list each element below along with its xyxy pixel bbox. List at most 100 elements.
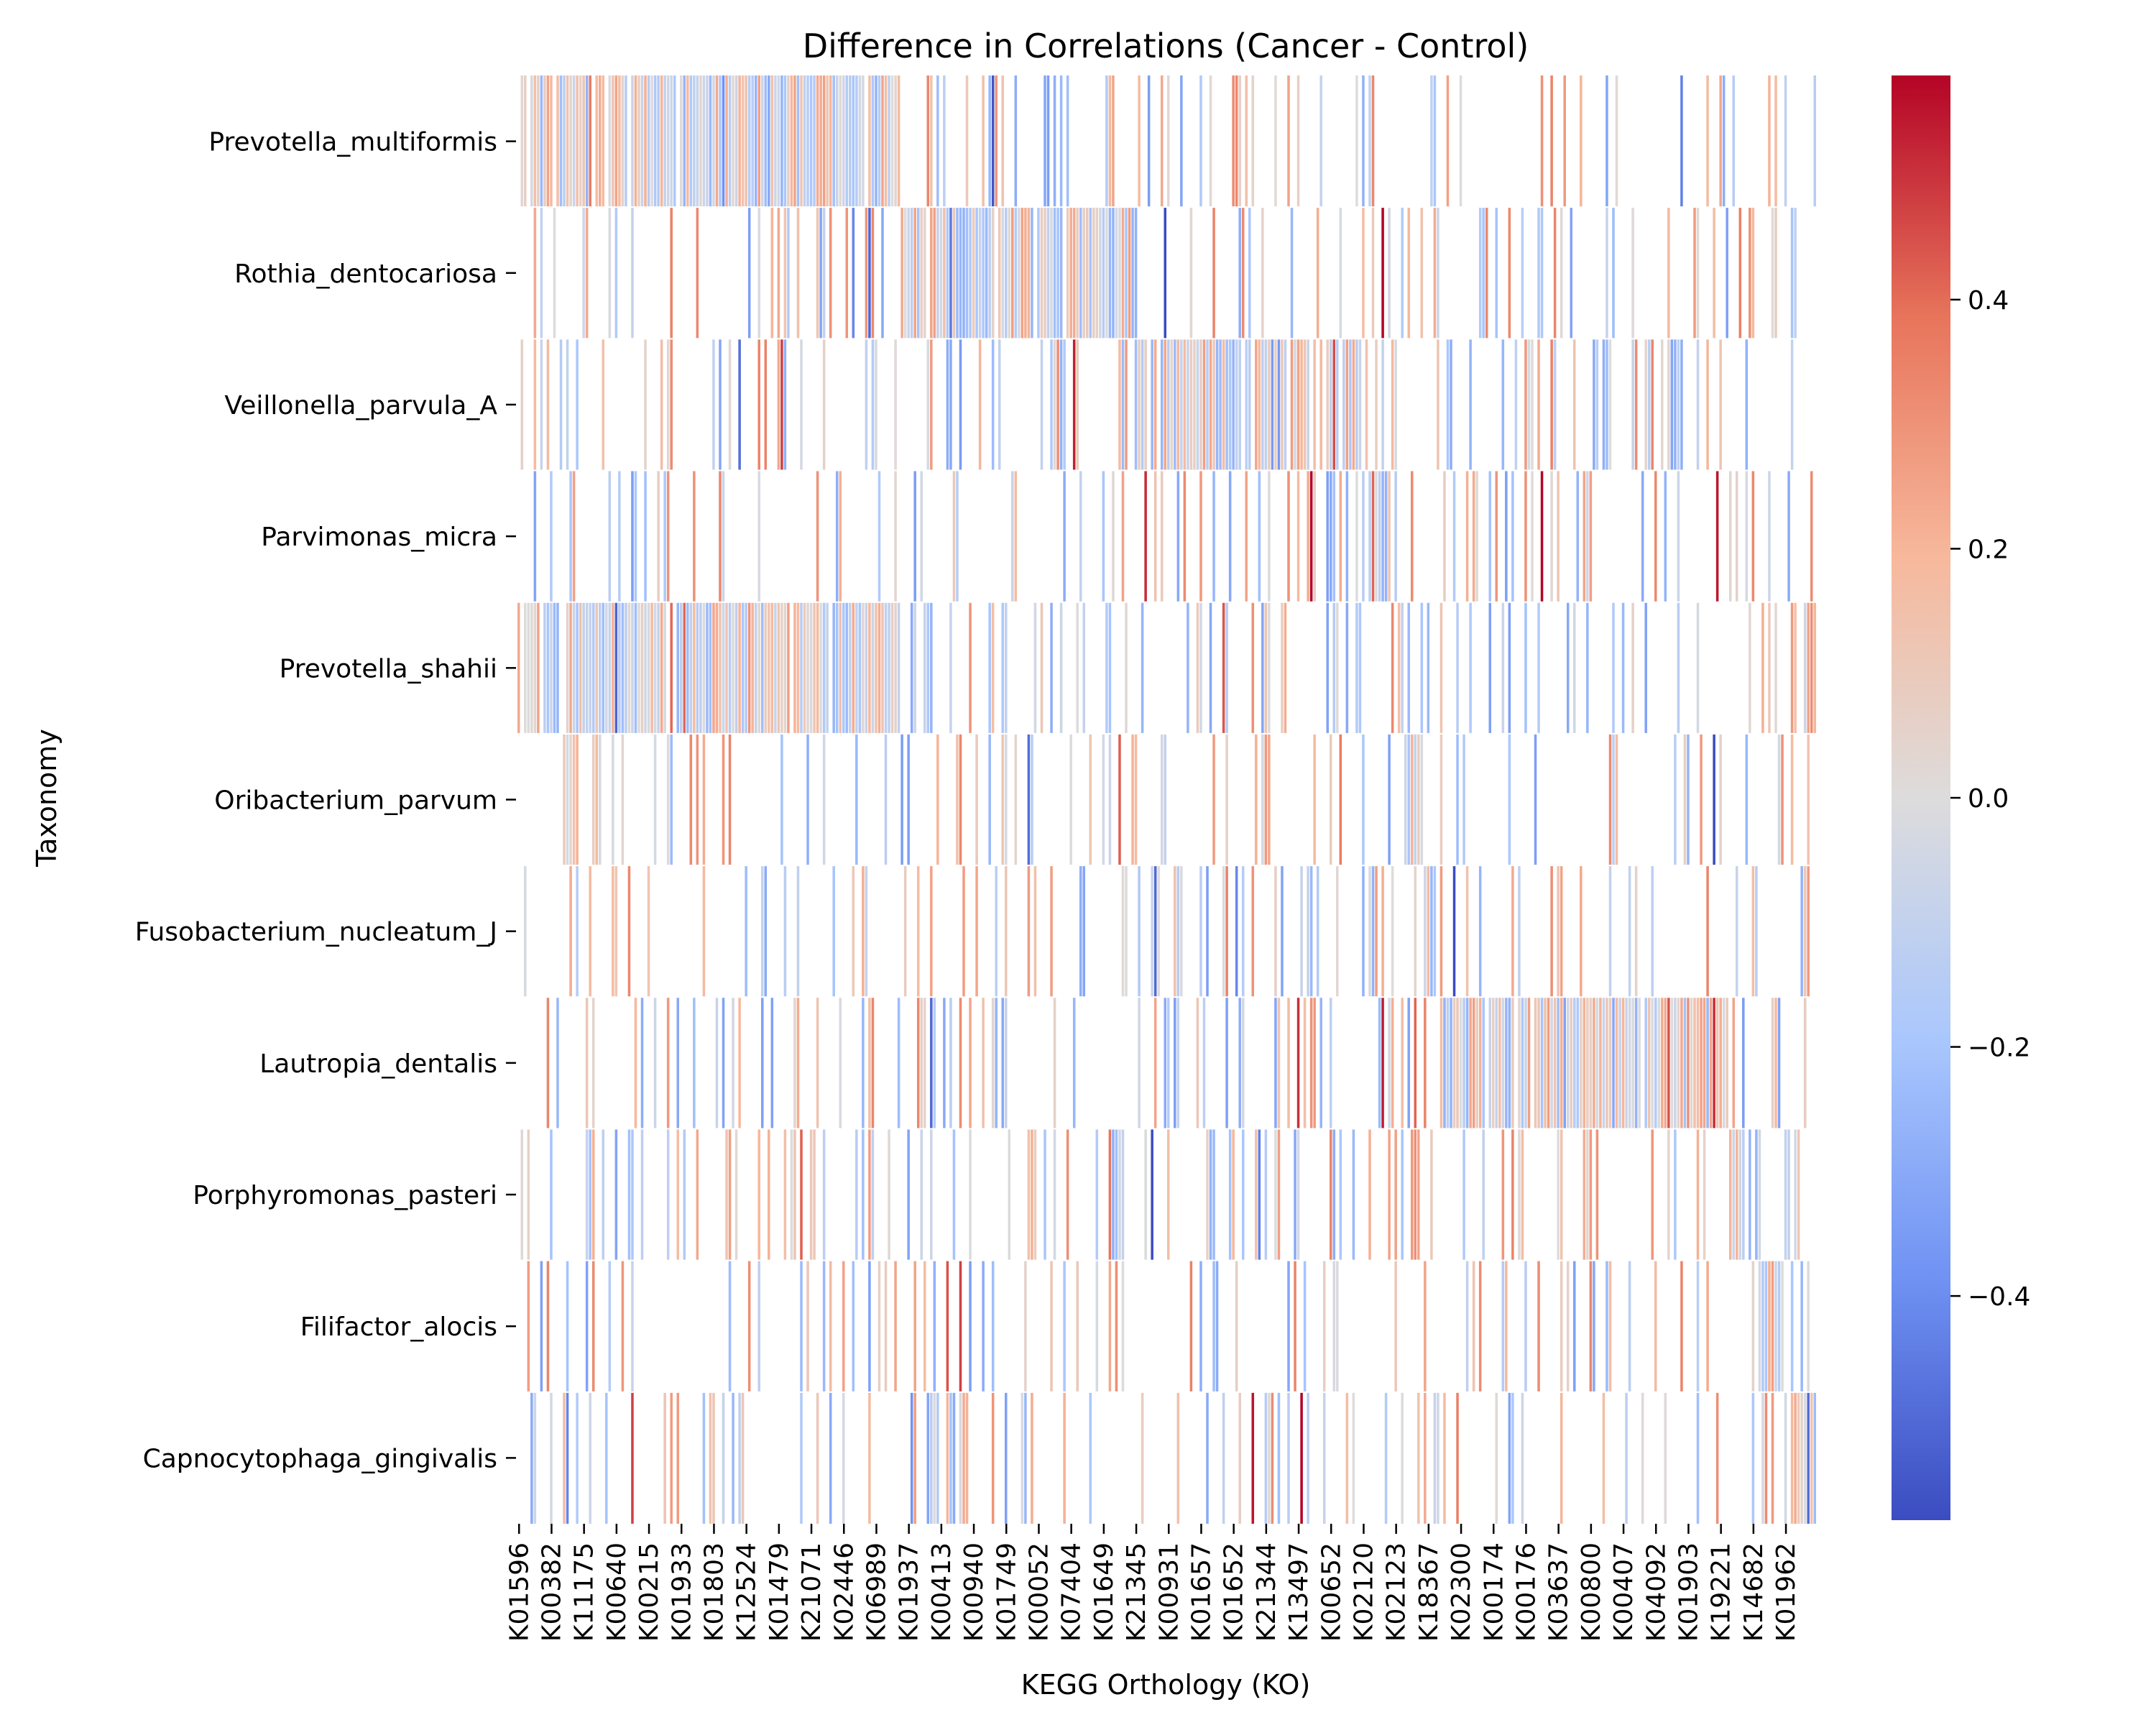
heatmap-cell — [1394, 470, 1397, 602]
heatmap-cell — [1258, 1128, 1261, 1261]
heatmap-cell — [1732, 75, 1736, 208]
heatmap-cell — [1439, 602, 1443, 734]
x-tick-label: K01937 — [895, 1542, 924, 1642]
heatmap-cell — [969, 1128, 972, 1261]
heatmap-cell — [1774, 602, 1777, 734]
heatmap-cell — [888, 602, 890, 734]
heatmap-cell — [637, 75, 640, 208]
heatmap-cell — [1095, 207, 1099, 339]
heatmap-cell — [1053, 339, 1056, 471]
heatmap-cell — [926, 75, 930, 208]
heatmap-cell — [1232, 339, 1235, 471]
heatmap-cell — [1524, 997, 1527, 1129]
heatmap-cell — [1076, 602, 1079, 734]
heatmap-cell — [796, 207, 800, 339]
heatmap-cell — [875, 602, 877, 734]
heatmap-cell — [809, 1128, 813, 1261]
heatmap-cell — [550, 1128, 553, 1261]
heatmap-cell — [1069, 207, 1072, 339]
heatmap-cell — [800, 1392, 803, 1524]
heatmap-cell — [527, 1128, 530, 1261]
heatmap-cell — [1391, 602, 1394, 734]
heatmap-cell — [1677, 602, 1680, 734]
heatmap-cell — [1540, 207, 1544, 339]
heatmap-cell — [790, 75, 793, 208]
heatmap-cell — [757, 75, 761, 208]
heatmap-cell — [1570, 997, 1573, 1129]
heatmap-cell — [894, 602, 897, 734]
heatmap-cell — [686, 75, 689, 208]
heatmap-cell — [599, 75, 602, 208]
heatmap-cell — [1303, 1260, 1307, 1392]
heatmap-cell — [666, 75, 670, 208]
heatmap-cell — [916, 865, 920, 998]
heatmap-cell — [1437, 207, 1439, 339]
heatmap-cell — [608, 602, 612, 734]
heatmap-cell — [1488, 602, 1492, 734]
heatmap-cell — [559, 339, 563, 471]
heatmap-cell — [553, 602, 556, 734]
heatmap-cell — [1573, 602, 1576, 734]
heatmap-cell — [1472, 997, 1475, 1129]
heatmap-cell — [894, 75, 897, 208]
heatmap-cell — [1531, 470, 1534, 602]
heatmap-cell — [1358, 602, 1362, 734]
heatmap-cell — [1586, 997, 1589, 1129]
heatmap-cell — [1664, 470, 1667, 602]
heatmap-cell — [982, 207, 985, 339]
heatmap-cell — [819, 602, 822, 734]
heatmap-cell — [949, 997, 952, 1129]
x-tick-label: K14682 — [1739, 1542, 1769, 1642]
heatmap-cell — [1589, 1128, 1593, 1261]
heatmap-cell — [1031, 1392, 1033, 1524]
heatmap-cell — [647, 602, 650, 734]
heatmap-cell — [855, 75, 858, 208]
heatmap-cell — [1125, 207, 1128, 339]
heatmap-cell — [1391, 339, 1394, 471]
heatmap-cell — [959, 733, 962, 866]
heatmap-cell — [1368, 1128, 1371, 1261]
heatmap-cell — [1319, 75, 1322, 208]
heatmap-cell — [920, 1128, 923, 1261]
heatmap-cell — [1511, 1392, 1514, 1524]
heatmap-cell — [875, 339, 877, 471]
heatmap-cell — [871, 602, 875, 734]
heatmap-cell — [1005, 733, 1008, 866]
heatmap-cell — [1452, 865, 1456, 998]
heatmap-cell — [926, 339, 930, 471]
heatmap-cell — [1417, 1128, 1420, 1261]
heatmap-cell — [1777, 1260, 1781, 1392]
heatmap-cell — [1134, 339, 1138, 471]
heatmap-cell — [1768, 75, 1771, 208]
heatmap-cell — [1437, 1392, 1439, 1524]
heatmap-cell — [520, 1128, 524, 1261]
heatmap-cell — [627, 602, 631, 734]
heatmap-cell — [1472, 470, 1475, 602]
heatmap-cell — [991, 997, 995, 1129]
heatmap-cell — [1072, 207, 1076, 339]
heatmap-cell — [546, 602, 550, 734]
heatmap-cell — [1696, 997, 1700, 1129]
heatmap-cell — [1414, 997, 1417, 1129]
heatmap-cell — [897, 997, 900, 1129]
heatmap-cell — [1758, 1260, 1761, 1392]
heatmap-cell — [569, 75, 572, 208]
heatmap-cell — [920, 470, 923, 602]
heatmap-cell — [1287, 1260, 1290, 1392]
heatmap-cell — [959, 1260, 962, 1392]
heatmap-cell — [1332, 339, 1336, 471]
heatmap-cell — [1138, 865, 1141, 998]
heatmap-cell — [1586, 1128, 1589, 1261]
heatmap-cell — [1079, 865, 1082, 998]
heatmap-cell — [936, 207, 939, 339]
heatmap-cell — [1206, 865, 1209, 998]
heatmap-cell — [1381, 339, 1384, 471]
heatmap-cell — [1465, 997, 1469, 1129]
heatmap-cell — [1274, 75, 1277, 208]
heatmap-cell — [1005, 865, 1008, 998]
heatmap-cell — [1641, 470, 1644, 602]
heatmap-cell — [1527, 339, 1531, 471]
heatmap-cell — [822, 75, 826, 208]
heatmap-cell — [1199, 75, 1202, 208]
heatmap-cell — [1281, 602, 1284, 734]
